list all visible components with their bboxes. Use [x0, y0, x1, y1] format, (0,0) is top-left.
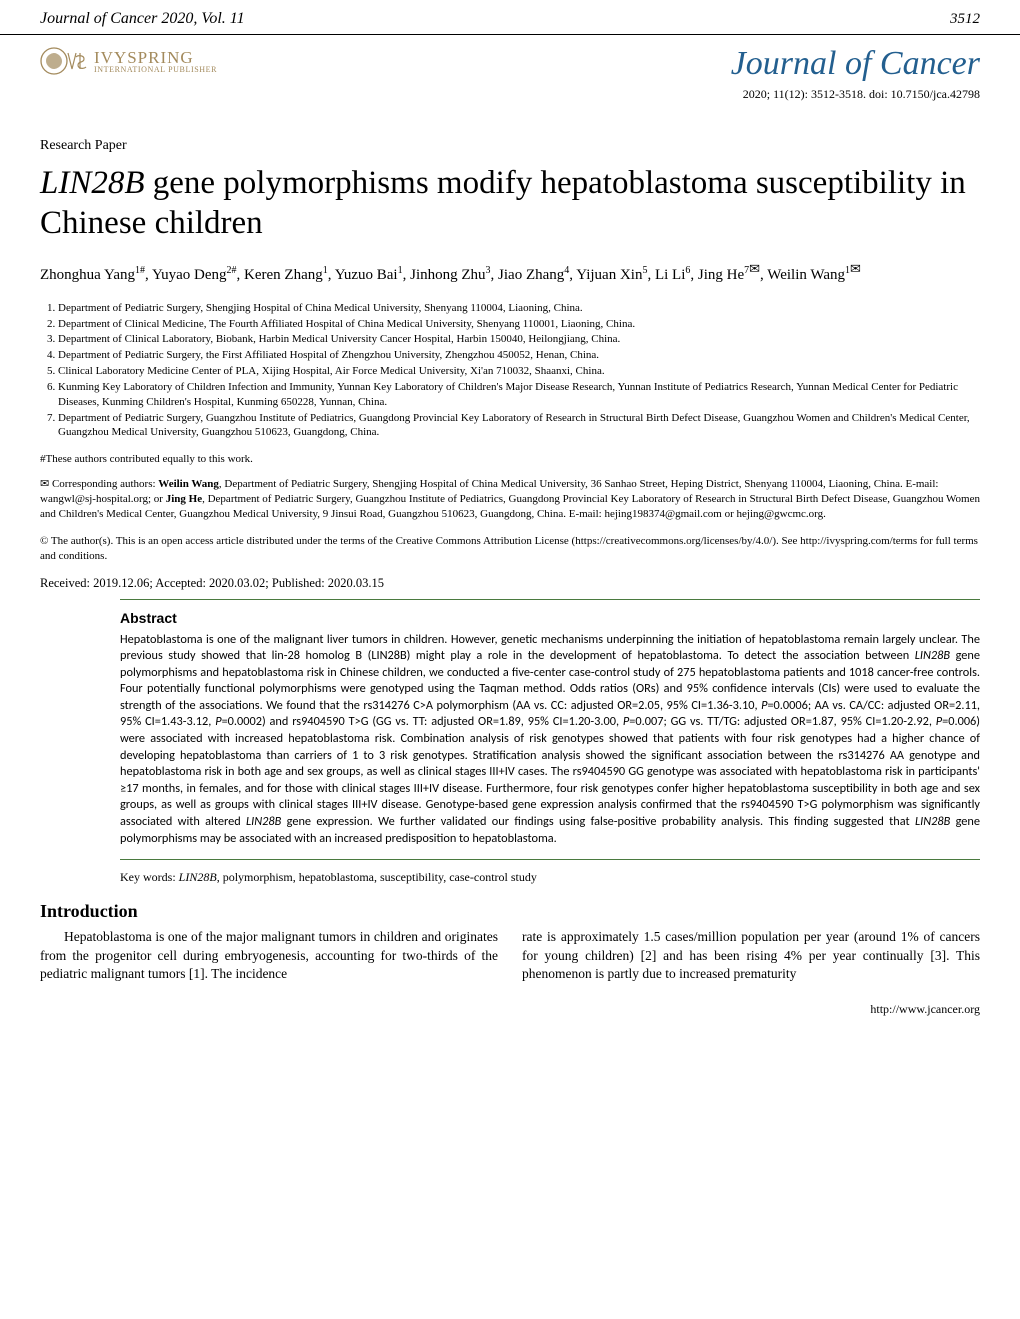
- title-rest: gene polymorphisms modify hepatoblastoma…: [40, 165, 966, 241]
- keywords-label: Key words:: [120, 870, 176, 884]
- affiliation-item: Department of Clinical Medicine, The Fou…: [58, 317, 980, 332]
- citation-line: 2020; 11(12): 3512-3518. doi: 10.7150/jc…: [731, 87, 980, 102]
- license-text: © The author(s). This is an open access …: [0, 522, 1020, 564]
- header-bar: Journal of Cancer 2020, Vol. 11 3512: [0, 0, 1020, 35]
- column-left: Hepatoblastoma is one of the major malig…: [40, 928, 498, 984]
- page-number: 3512: [950, 11, 980, 28]
- dates-line: Received: 2019.12.06; Accepted: 2020.03.…: [0, 564, 1020, 591]
- publisher-subtitle: INTERNATIONAL PUBLISHER: [94, 66, 217, 74]
- publisher-logo-icon: [40, 45, 88, 77]
- intro-paragraph-right: rate is approximately 1.5 cases/million …: [522, 928, 980, 984]
- authors-line: Zhonghua Yang1#, Yuyao Deng2#, Keren Zha…: [0, 243, 1020, 287]
- envelope-icon: ✉: [749, 261, 760, 276]
- affiliation-item: Clinical Laboratory Medicine Center of P…: [58, 364, 980, 379]
- title-italic-gene: LIN28B: [40, 165, 145, 201]
- envelope-icon: ✉: [850, 261, 861, 276]
- equal-contribution-note: #These authors contributed equally to th…: [0, 441, 1020, 465]
- publisher-block: IVYSPRING INTERNATIONAL PUBLISHER: [40, 45, 217, 77]
- affiliation-item: Department of Pediatric Surgery, the Fir…: [58, 348, 980, 363]
- affiliation-item: Department of Pediatric Surgery, Guangzh…: [58, 411, 980, 441]
- journal-ref: Journal of Cancer 2020, Vol. 11: [40, 10, 245, 28]
- publisher-text: IVYSPRING INTERNATIONAL PUBLISHER: [94, 49, 217, 74]
- column-right: rate is approximately 1.5 cases/million …: [522, 928, 980, 984]
- affiliation-item: Department of Pediatric Surgery, Shengji…: [58, 301, 980, 316]
- affiliation-item: Kunming Key Laboratory of Children Infec…: [58, 380, 980, 410]
- keywords: Key words: LIN28B, polymorphism, hepatob…: [120, 870, 980, 885]
- journal-title-block: Journal of Cancer 2020; 11(12): 3512-351…: [731, 45, 980, 102]
- abstract-box: Abstract Hepatoblastoma is one of the ma…: [120, 599, 980, 861]
- journal-title: Journal of Cancer: [731, 45, 980, 83]
- introduction-heading: Introduction: [0, 885, 1020, 922]
- affiliation-item: Department of Clinical Laboratory, Bioba…: [58, 332, 980, 347]
- corresponding-authors: ✉ Corresponding authors: Weilin Wang, De…: [0, 465, 1020, 522]
- abstract-text: Hepatoblastoma is one of the malignant l…: [120, 632, 980, 848]
- intro-paragraph-left: Hepatoblastoma is one of the major malig…: [40, 928, 498, 984]
- footer-url: http://www.jcancer.org: [0, 984, 1020, 1027]
- publisher-name: IVYSPRING: [94, 49, 217, 66]
- publisher-row: IVYSPRING INTERNATIONAL PUBLISHER Journa…: [0, 35, 1020, 102]
- abstract-heading: Abstract: [120, 610, 980, 626]
- paper-type: Research Paper: [0, 102, 1020, 154]
- affiliations: Department of Pediatric Surgery, Shengji…: [0, 287, 1020, 441]
- article-title: LIN28B gene polymorphisms modify hepatob…: [0, 154, 1020, 243]
- body-columns: Hepatoblastoma is one of the major malig…: [0, 922, 1020, 984]
